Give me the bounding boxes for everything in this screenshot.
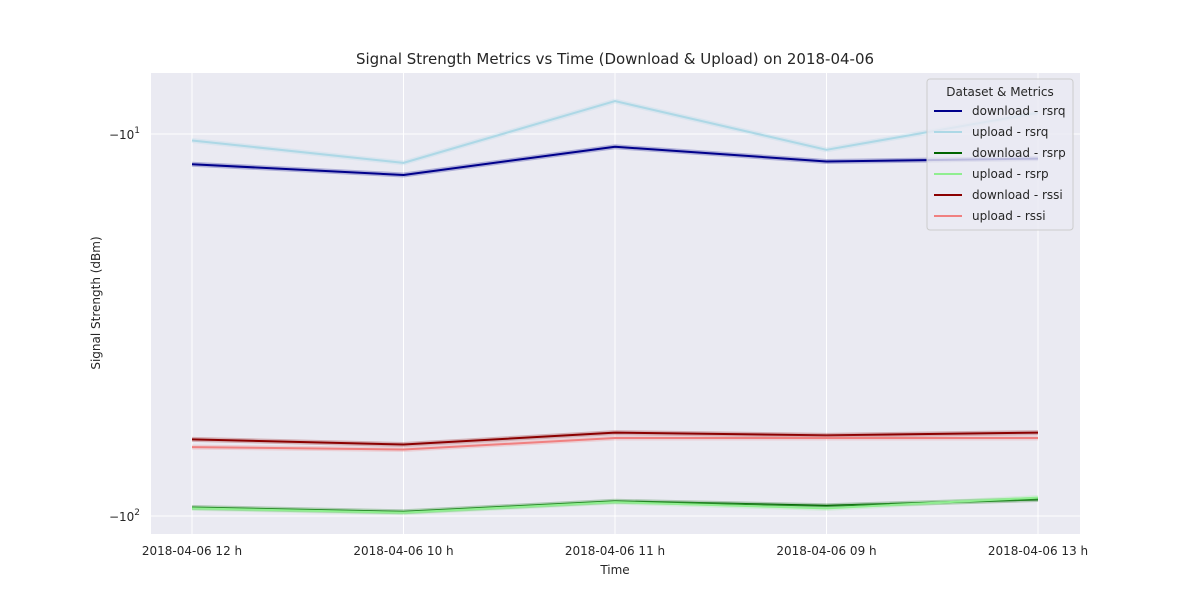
x-tick-label: 2018-04-06 11 h: [565, 544, 665, 558]
x-tick-labels: 2018-04-06 12 h 2018-04-06 10 h 2018-04-06…: [142, 544, 1088, 558]
legend-label: upload - rsrp: [972, 167, 1049, 181]
y-tick-labels: −101 −102: [109, 126, 140, 524]
series-upload-rsrq: [191, 98, 1039, 166]
x-tick-label: 2018-04-06 09 h: [776, 544, 876, 558]
x-tick-label: 2018-04-06 13 h: [988, 544, 1088, 558]
series-download-rssi: [191, 430, 1039, 448]
legend-label: download - rsrp: [972, 146, 1066, 160]
legend-frame: [926, 78, 1074, 231]
series-upload-rsrp: [191, 495, 1039, 516]
series-download-rsrq: [191, 144, 1039, 178]
legend-label: download - rsrq: [972, 104, 1066, 118]
legend: Dataset & Metrics download - rsrq upload …: [926, 78, 1074, 231]
series-layer: [191, 98, 1039, 516]
x-axis-label: Time: [599, 563, 629, 577]
y-tick-label: −102: [109, 508, 140, 524]
x-tick-label: 2018-04-06 12 h: [142, 544, 242, 558]
legend-label: upload - rsrq: [972, 125, 1048, 139]
series-upload-rssi: [191, 435, 1039, 453]
legend-items: download - rsrq upload - rsrq download - r…: [934, 104, 1066, 223]
legend-title: Dataset & Metrics: [946, 85, 1054, 99]
chart-title: Signal Strength Metrics vs Time (Downloa…: [356, 50, 874, 68]
y-tick-label: −101: [109, 126, 140, 142]
y-axis-label: Signal Strength (dBm): [89, 236, 103, 369]
x-tick-label: 2018-04-06 10 h: [353, 544, 453, 558]
legend-label: upload - rssi: [972, 209, 1046, 223]
legend-label: download - rssi: [972, 188, 1063, 202]
